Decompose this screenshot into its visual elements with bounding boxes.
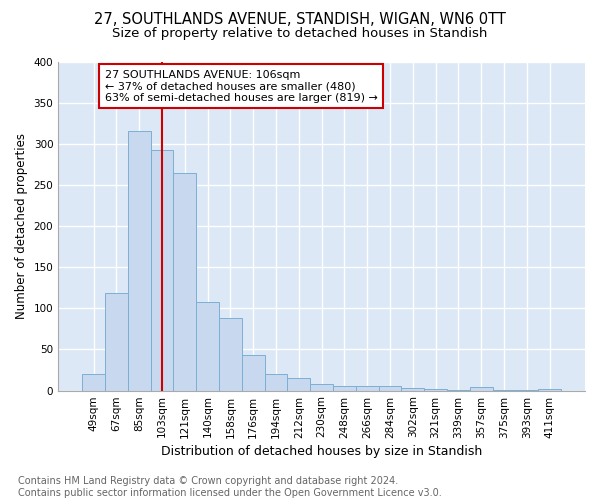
Bar [538,389,561,390]
Bar [219,318,242,390]
Bar [128,132,151,390]
Bar [401,388,424,390]
Bar [196,302,219,390]
Bar [82,374,105,390]
Bar [424,389,447,390]
Bar [333,386,356,390]
Bar [470,388,493,390]
Text: Size of property relative to detached houses in Standish: Size of property relative to detached ho… [112,28,488,40]
Y-axis label: Number of detached properties: Number of detached properties [15,133,28,319]
Bar [310,384,333,390]
Bar [105,294,128,390]
Bar [173,172,196,390]
Text: Contains HM Land Registry data © Crown copyright and database right 2024.
Contai: Contains HM Land Registry data © Crown c… [18,476,442,498]
Text: 27, SOUTHLANDS AVENUE, STANDISH, WIGAN, WN6 0TT: 27, SOUTHLANDS AVENUE, STANDISH, WIGAN, … [94,12,506,28]
X-axis label: Distribution of detached houses by size in Standish: Distribution of detached houses by size … [161,444,482,458]
Bar [242,355,265,390]
Bar [379,386,401,390]
Bar [265,374,287,390]
Bar [356,386,379,390]
Bar [287,378,310,390]
Bar [151,150,173,390]
Text: 27 SOUTHLANDS AVENUE: 106sqm
← 37% of detached houses are smaller (480)
63% of s: 27 SOUTHLANDS AVENUE: 106sqm ← 37% of de… [105,70,378,103]
